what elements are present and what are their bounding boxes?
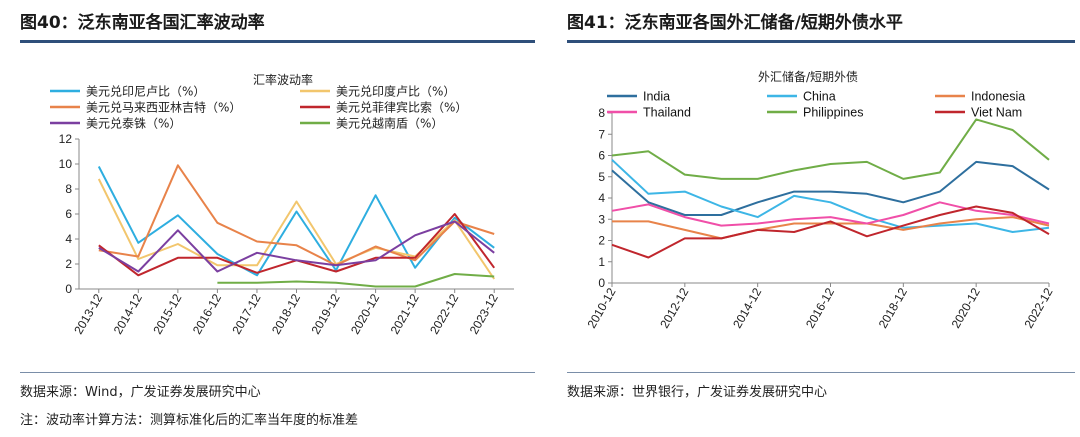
chart-title: 汇率波动率 bbox=[253, 72, 313, 87]
y-tick-label: 0 bbox=[65, 282, 72, 296]
legend-label-philippines: Philippines bbox=[803, 106, 863, 120]
legend-label-美元兑马来西亚林吉特: 美元兑马来西亚林吉特（%） bbox=[86, 100, 241, 115]
legend-label-china: China bbox=[803, 90, 836, 104]
y-tick-label: 3 bbox=[598, 212, 605, 226]
series-line-美元兑泰铢 bbox=[98, 220, 495, 273]
legend-label-thailand: Thailand bbox=[643, 106, 691, 120]
x-tick-label: 2012-12 bbox=[657, 285, 691, 330]
y-tick-label: 12 bbox=[59, 132, 73, 146]
left-note-text: 注：波动率计算方法：测算标准化后的汇率当年度的标准差 bbox=[20, 413, 359, 428]
y-tick-label: 2 bbox=[598, 234, 605, 248]
right-figure-title: 图41：泛东南亚各国外汇储备/短期外债水平 bbox=[567, 13, 903, 33]
right-title-rule bbox=[567, 40, 1075, 43]
x-tick-label: 2020-12 bbox=[348, 291, 382, 336]
right-line-chart: 0 1 2 3 4 5 6 7 8 2010-12 2012-12 2014-12 2016-12 201… bbox=[584, 69, 1055, 331]
x-tick-label: 2016-12 bbox=[190, 291, 224, 336]
left-figure-title: 图40：泛东南亚各国汇率波动率 bbox=[20, 13, 265, 33]
x-tick-label: 2020-12 bbox=[949, 285, 983, 330]
y-tick-label: 8 bbox=[598, 106, 605, 120]
series-line-viet-nam bbox=[611, 205, 1050, 259]
x-tick-label: 2019-12 bbox=[308, 291, 342, 336]
x-tick-label: 2022-12 bbox=[427, 291, 461, 336]
y-tick-label: 4 bbox=[598, 191, 605, 205]
series-line-美元兑马来西亚林吉特 bbox=[98, 164, 495, 267]
x-tick-label: 2014-12 bbox=[730, 285, 764, 330]
left-title-rule bbox=[20, 40, 535, 43]
x-tick-label: 2013-12 bbox=[71, 291, 105, 336]
left-source-text: 数据来源：Wind，广发证券发展研究中心 bbox=[20, 385, 261, 400]
series-line-philippines bbox=[611, 118, 1050, 180]
legend-label-美元兑印度卢比: 美元兑印度卢比（%） bbox=[336, 84, 455, 99]
legend-label-美元兑印尼卢比: 美元兑印尼卢比（%） bbox=[86, 84, 205, 99]
series-line-thailand bbox=[611, 201, 1050, 227]
legend-label-viet-nam: Viet Nam bbox=[971, 106, 1022, 120]
left-figure: 图40：泛东南亚各国汇率波动率 0 2 4 6 8 10 12 2013-12 2014-12 2… bbox=[20, 13, 535, 428]
y-tick-label: 7 bbox=[598, 127, 605, 141]
x-tick-label: 2021-12 bbox=[388, 291, 422, 336]
y-tick-label: 10 bbox=[59, 157, 73, 171]
x-tick-label: 2018-12 bbox=[269, 291, 303, 336]
series-line-美元兑印尼卢比 bbox=[97, 166, 495, 277]
right-source-text: 数据来源：世界银行，广发证券发展研究中心 bbox=[567, 385, 828, 400]
x-tick-label: 2022-12 bbox=[1021, 285, 1055, 330]
x-tick-label: 2015-12 bbox=[150, 291, 184, 336]
legend-label-美元兑越南盾: 美元兑越南盾（%） bbox=[336, 116, 443, 131]
legend-label-美元兑泰铢: 美元兑泰铢（%） bbox=[86, 116, 181, 131]
series-line-china bbox=[611, 159, 1050, 233]
y-tick-label: 0 bbox=[598, 276, 605, 290]
x-tick-label: 2023-12 bbox=[467, 291, 501, 336]
x-tick-label: 2010-12 bbox=[584, 285, 618, 330]
legend-label-indonesia: Indonesia bbox=[971, 90, 1025, 104]
y-tick-label: 6 bbox=[598, 149, 605, 163]
y-tick-label: 5 bbox=[598, 170, 605, 184]
y-tick-label: 4 bbox=[65, 232, 72, 246]
series-line-美元兑越南盾 bbox=[217, 273, 495, 288]
x-tick-label: 2017-12 bbox=[229, 291, 263, 336]
legend-label-美元兑菲律宾比索: 美元兑菲律宾比索（%） bbox=[336, 100, 467, 115]
right-source-rule bbox=[567, 372, 1075, 373]
x-tick-label: 2016-12 bbox=[803, 285, 837, 330]
chart-title: 外汇储备/短期外债 bbox=[758, 69, 858, 84]
y-tick-label: 6 bbox=[65, 207, 72, 221]
left-source-rule bbox=[20, 372, 535, 373]
x-tick-label: 2014-12 bbox=[111, 291, 145, 336]
x-tick-label: 2018-12 bbox=[876, 285, 910, 330]
right-figure: 图41：泛东南亚各国外汇储备/短期外债水平 0 1 2 3 4 5 6 7 8 2010-12 20… bbox=[555, 0, 1080, 437]
series-line-india bbox=[611, 160, 1050, 216]
y-tick-label: 2 bbox=[65, 257, 72, 271]
y-tick-label: 1 bbox=[598, 255, 605, 269]
legend-label-india: India bbox=[643, 90, 670, 104]
y-tick-label: 8 bbox=[65, 182, 72, 196]
series-line-indonesia bbox=[612, 216, 1050, 240]
